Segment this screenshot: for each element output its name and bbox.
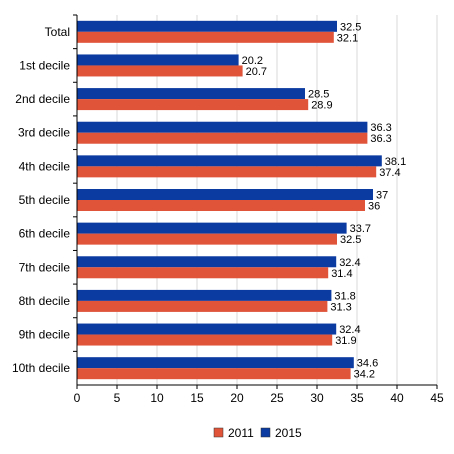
bar-2015 (77, 54, 239, 66)
bar-2015 (77, 323, 337, 335)
x-tick-label: 10 (150, 391, 164, 405)
bar-2011 (77, 166, 377, 178)
category-label: 6th decile (19, 227, 71, 241)
x-tick-label: 25 (270, 391, 284, 405)
bar-2015 (77, 189, 373, 200)
legend-swatch-2011 (213, 427, 224, 438)
data-label-2011: 37.4 (379, 167, 400, 179)
data-label-2011: 31.4 (331, 268, 352, 280)
legend: 2011 2015 (213, 426, 302, 440)
data-label-2011: 36 (368, 201, 380, 213)
bar-2011 (77, 31, 334, 43)
bar-2011 (77, 334, 333, 346)
x-tick-label: 30 (310, 391, 324, 405)
bar-2015 (77, 121, 368, 133)
bar-2015 (77, 289, 332, 301)
x-tick-label: 35 (350, 391, 364, 405)
data-label-2015: 33.7 (350, 223, 371, 235)
data-label-2015: 28.5 (308, 89, 329, 101)
category-label: 8th decile (19, 294, 71, 308)
x-tick-label: 20 (230, 391, 244, 405)
bar-2011 (77, 368, 351, 380)
category-label: 2nd decile (15, 92, 70, 106)
category-label: 7th decile (19, 260, 71, 274)
legend-label-2015: 2015 (275, 426, 302, 440)
bar-2015 (77, 357, 354, 369)
data-label-2015: 34.6 (357, 358, 378, 370)
data-label-2011: 32.1 (337, 32, 358, 44)
bar-2015 (77, 155, 382, 167)
bar-2011 (77, 200, 365, 211)
x-tick-label: 5 (114, 391, 121, 405)
category-label: 4th decile (19, 159, 71, 173)
data-label-2015: 37 (376, 190, 388, 202)
bar-2015 (77, 20, 337, 32)
bar-2011 (77, 65, 243, 77)
bar-2015 (77, 222, 347, 234)
data-label-2015: 36.3 (370, 122, 391, 134)
x-tick-label: 15 (190, 391, 204, 405)
x-tick-label: 40 (390, 391, 404, 405)
category-label: 10th decile (12, 361, 70, 375)
category-label: 5th decile (19, 193, 71, 207)
data-label-2011: 28.9 (311, 100, 332, 112)
data-label-2011: 32.5 (340, 234, 361, 246)
category-label: Total (45, 25, 70, 39)
data-label-2011: 31.9 (335, 335, 356, 347)
category-labels: Total 1st decile 2nd decile 3rd decile 4th d… (12, 14, 77, 375)
data-label-2015: 20.2 (242, 55, 263, 67)
data-label-2011: 34.2 (354, 369, 375, 381)
data-label-2011: 20.7 (246, 66, 267, 78)
legend-swatch-2015 (260, 427, 271, 438)
bar-2011 (77, 300, 328, 312)
category-label: 1st decile (19, 58, 70, 72)
bars (77, 20, 382, 380)
data-label-2015: 32.5 (340, 21, 361, 33)
data-labels: 32.532.120.220.728.528.936.336.338.137.4… (242, 21, 407, 380)
bar-2011 (77, 99, 309, 111)
bar-2015 (77, 88, 305, 100)
x-tick-label: 0 (74, 391, 81, 405)
category-label: 3rd decile (18, 126, 70, 140)
legend-label-2011: 2011 (228, 426, 254, 440)
data-label-2015: 32.4 (339, 257, 360, 269)
bar-2015 (77, 256, 337, 268)
category-label: 9th decile (19, 328, 71, 342)
data-label-2015: 38.1 (385, 156, 406, 168)
data-label-2015: 31.8 (334, 290, 355, 302)
bar-2011 (77, 233, 337, 245)
data-label-2015: 32.4 (339, 324, 360, 336)
bar-2011 (77, 267, 329, 279)
x-axis-ticks: 0 5 10 15 20 25 30 35 40 45 (74, 385, 444, 405)
bar-2011 (77, 132, 368, 144)
x-tick-label: 45 (430, 391, 444, 405)
data-label-2011: 31.3 (330, 301, 351, 313)
data-label-2011: 36.3 (370, 133, 391, 145)
